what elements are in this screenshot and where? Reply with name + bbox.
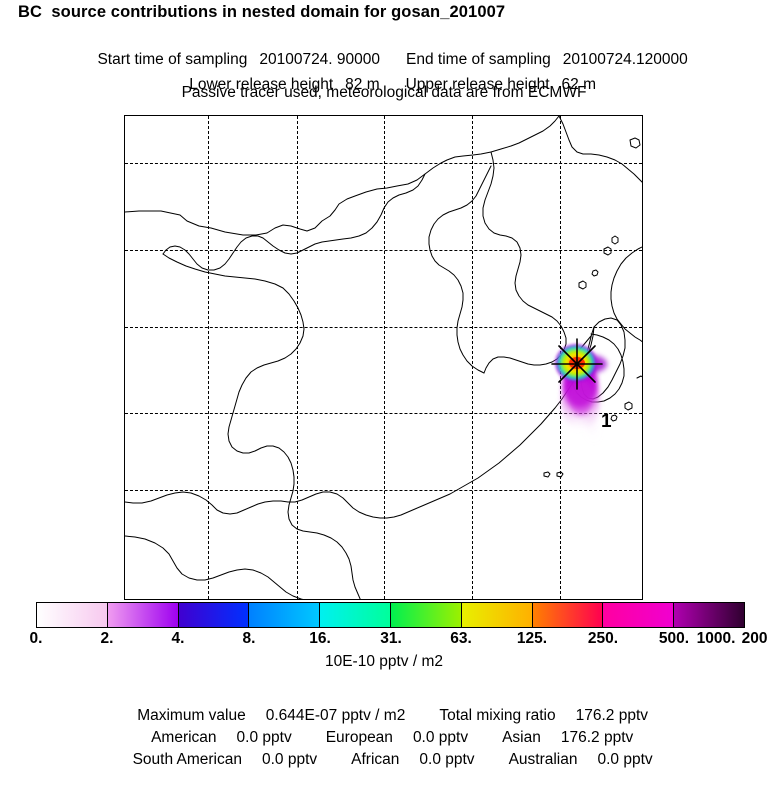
footer-summary-line: Maximum value 0.644E-07 pptv / m2 Total mi… — [0, 689, 768, 743]
gridline-horizontal — [125, 163, 642, 164]
colorbar-tick: 250. — [587, 630, 619, 647]
colorbar-tick: 0. — [29, 630, 43, 647]
upper-release-value: 62 m — [561, 76, 596, 93]
colorbar-segment — [461, 603, 533, 627]
colorbar-segment — [178, 603, 250, 627]
gridline-vertical — [297, 116, 298, 599]
colorbar-segment — [532, 603, 604, 627]
region-name-african: African — [351, 751, 400, 768]
region-value-european: 0.0 pptv — [412, 729, 469, 746]
page-title: BC source contributions in nested domain… — [18, 3, 506, 21]
colorbar-segment — [674, 603, 744, 627]
lower-release-label: Lower release height — [189, 76, 334, 93]
colorbar-tick: 31. — [380, 630, 402, 647]
gridline-vertical — [208, 116, 209, 599]
lower-release-value: 82 m — [345, 76, 380, 93]
colorbar-tick: 2. — [100, 630, 114, 647]
colorbar-segment — [107, 603, 179, 627]
colorbar-segment — [249, 603, 321, 627]
colorbar-tick-labels: 0. 2. 4. 8. 16. 31. 63. 125. 250. 500. 1… — [0, 630, 768, 650]
colorbar-unit-label: 10E-10 pptv / m2 — [324, 653, 444, 670]
gridline-horizontal — [125, 413, 642, 414]
region-name-american: American — [151, 729, 217, 746]
coastline-map — [125, 116, 642, 599]
gridline-horizontal — [125, 250, 642, 251]
colorbar-tick: 2000. — [741, 630, 768, 647]
region-value-asian: 176.2 pptv — [560, 729, 634, 746]
maximum-value: 0.644E-07 pptv / m2 — [265, 707, 406, 724]
colorbar-tick: 500. — [658, 630, 690, 647]
region-value-american: 0.0 pptv — [236, 729, 292, 746]
colorbar-tick: 125. — [516, 630, 548, 647]
region-value-south-american: 0.0 pptv — [262, 751, 318, 768]
colorbar-tick: 4. — [171, 630, 185, 647]
gridline-vertical — [384, 116, 385, 599]
colorbar[interactable] — [36, 602, 745, 628]
maximum-value-label: Maximum value — [137, 707, 246, 724]
map-inner: 1 — [125, 116, 642, 599]
total-mixing-ratio-label: Total mixing ratio — [439, 707, 556, 724]
gridline-horizontal — [125, 490, 642, 491]
colorbar-segment — [603, 603, 675, 627]
colorbar-tick: 8. — [242, 630, 256, 647]
region-name-asian: Asian — [502, 729, 541, 746]
plot-canvas: BC source contributions in nested domain… — [0, 3, 768, 768]
region-value-african: 0.0 pptv — [419, 751, 475, 768]
start-time-label: Start time of sampling — [97, 51, 248, 68]
end-time-value: 20100724.120000 — [562, 51, 688, 68]
footer-region-row: American 0.0 pptv European 0.0 pptv Asian 176… — [0, 711, 768, 765]
colorbar-segment — [37, 603, 108, 627]
colorbar-tick: 63. — [450, 630, 472, 647]
total-mixing-ratio-value: 176.2 pptv — [575, 707, 649, 724]
colorbar-tick: 1000. — [696, 630, 736, 647]
colorbar-segment — [320, 603, 391, 627]
gridline-horizontal — [125, 327, 642, 328]
release-height-line: Lower release height 82 m Upper release he… — [0, 58, 768, 112]
footer-region-row: South American 0.0 pptv African 0.0 pptv Aus… — [0, 733, 768, 787]
colorbar-segment — [390, 603, 462, 627]
region-name-european: European — [325, 729, 393, 746]
upper-release-label: Upper release height — [405, 76, 550, 93]
map-plot-area: 1 — [124, 115, 643, 600]
release-site-star-icon — [551, 338, 603, 390]
end-time-label: End time of sampling — [406, 51, 551, 68]
gridline-vertical — [472, 116, 473, 599]
region-value-australian: 0.0 pptv — [597, 751, 653, 768]
tracer-note: Passive tracer used, meteorological data… — [181, 84, 587, 101]
sampling-time-line: Start time of sampling 20100724. 90000 End… — [0, 33, 768, 87]
region-name-australian: Australian — [508, 751, 578, 768]
start-time-value: 20100724. 90000 — [259, 51, 381, 68]
colorbar-tick: 16. — [309, 630, 331, 647]
release-number-label: 1 — [601, 411, 612, 432]
region-name-south-american: South American — [132, 751, 242, 768]
